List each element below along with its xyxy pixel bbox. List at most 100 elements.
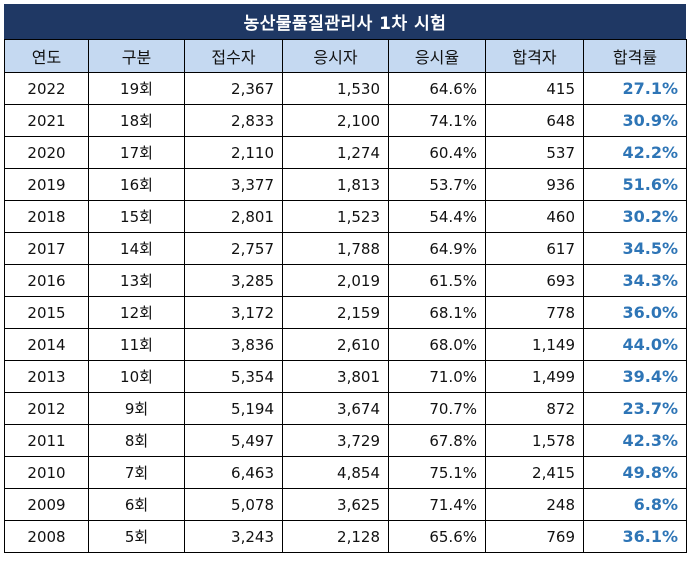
cell-examinees: 1,523 xyxy=(282,200,389,233)
cell-year: 2008 xyxy=(4,520,89,553)
cell-examinees: 1,788 xyxy=(282,232,389,265)
cell-passers: 648 xyxy=(485,104,584,137)
cell-year: 2010 xyxy=(4,456,89,489)
cell-applicants: 3,377 xyxy=(184,168,283,201)
cell-pass-rate: 42.2% xyxy=(583,136,687,169)
cell-passers: 1,149 xyxy=(485,328,584,361)
cell-year: 2012 xyxy=(4,392,89,425)
cell-examinees: 3,674 xyxy=(282,392,389,425)
table-row: 2011 8회 5,497 3,729 67.8% 1,578 42.3% xyxy=(4,424,687,457)
cell-year: 2018 xyxy=(4,200,89,233)
cell-round: 7회 xyxy=(88,456,185,489)
cell-applicants: 2,110 xyxy=(184,136,283,169)
cell-examinees: 1,274 xyxy=(282,136,389,169)
cell-passers: 2,415 xyxy=(485,456,584,489)
column-header-exam-rate: 응시율 xyxy=(388,39,486,73)
cell-passers: 415 xyxy=(485,72,584,105)
cell-exam-rate: 60.4% xyxy=(388,136,486,169)
cell-year: 2019 xyxy=(4,168,89,201)
table-row: 2022 19회 2,367 1,530 64.6% 415 27.1% xyxy=(4,72,687,105)
cell-exam-rate: 54.4% xyxy=(388,200,486,233)
column-header-passers: 합격자 xyxy=(485,39,584,73)
cell-round: 9회 xyxy=(88,392,185,425)
cell-pass-rate: 49.8% xyxy=(583,456,687,489)
table-row: 2016 13회 3,285 2,019 61.5% 693 34.3% xyxy=(4,264,687,297)
cell-examinees: 2,100 xyxy=(282,104,389,137)
cell-exam-rate: 74.1% xyxy=(388,104,486,137)
cell-pass-rate: 44.0% xyxy=(583,328,687,361)
cell-applicants: 2,757 xyxy=(184,232,283,265)
cell-examinees: 1,530 xyxy=(282,72,389,105)
cell-exam-rate: 71.0% xyxy=(388,360,486,393)
table-row: 2021 18회 2,833 2,100 74.1% 648 30.9% xyxy=(4,104,687,137)
cell-examinees: 3,729 xyxy=(282,424,389,457)
column-header-year: 연도 xyxy=(4,39,89,73)
exam-stats-table: 연도 구분 접수자 응시자 응시율 합격자 합격률 2022 19회 2,367 1,… xyxy=(4,39,687,553)
table-row: 2008 5회 3,243 2,128 65.6% 769 36.1% xyxy=(4,520,687,553)
cell-examinees: 4,854 xyxy=(282,456,389,489)
cell-pass-rate: 42.3% xyxy=(583,424,687,457)
cell-round: 16회 xyxy=(88,168,185,201)
table-row: 2020 17회 2,110 1,274 60.4% 537 42.2% xyxy=(4,136,687,169)
cell-round: 6회 xyxy=(88,488,185,521)
cell-passers: 248 xyxy=(485,488,584,521)
cell-passers: 1,578 xyxy=(485,424,584,457)
cell-exam-rate: 64.6% xyxy=(388,72,486,105)
cell-pass-rate: 27.1% xyxy=(583,72,687,105)
cell-round: 18회 xyxy=(88,104,185,137)
cell-examinees: 2,610 xyxy=(282,328,389,361)
column-header-pass-rate: 합격률 xyxy=(583,39,687,73)
cell-exam-rate: 61.5% xyxy=(388,264,486,297)
cell-round: 17회 xyxy=(88,136,185,169)
table-row: 2015 12회 3,172 2,159 68.1% 778 36.0% xyxy=(4,296,687,329)
table-title: 농산물품질관리사 1차 시험 xyxy=(4,4,686,39)
cell-year: 2015 xyxy=(4,296,89,329)
cell-applicants: 5,497 xyxy=(184,424,283,457)
cell-round: 19회 xyxy=(88,72,185,105)
cell-applicants: 6,463 xyxy=(184,456,283,489)
cell-pass-rate: 36.0% xyxy=(583,296,687,329)
cell-pass-rate: 6.8% xyxy=(583,488,687,521)
cell-applicants: 5,354 xyxy=(184,360,283,393)
cell-year: 2022 xyxy=(4,72,89,105)
cell-passers: 778 xyxy=(485,296,584,329)
cell-year: 2013 xyxy=(4,360,89,393)
cell-passers: 1,499 xyxy=(485,360,584,393)
cell-applicants: 2,367 xyxy=(184,72,283,105)
stats-table-container: 농산물품질관리사 1차 시험 연도 구분 접수자 응시자 응시율 합격자 합격률… xyxy=(4,4,687,553)
cell-examinees: 2,019 xyxy=(282,264,389,297)
cell-applicants: 2,801 xyxy=(184,200,283,233)
cell-exam-rate: 71.4% xyxy=(388,488,486,521)
cell-pass-rate: 36.1% xyxy=(583,520,687,553)
cell-pass-rate: 51.6% xyxy=(583,168,687,201)
cell-year: 2009 xyxy=(4,488,89,521)
cell-round: 10회 xyxy=(88,360,185,393)
cell-applicants: 3,285 xyxy=(184,264,283,297)
cell-round: 14회 xyxy=(88,232,185,265)
cell-exam-rate: 64.9% xyxy=(388,232,486,265)
cell-round: 12회 xyxy=(88,296,185,329)
cell-round: 15회 xyxy=(88,200,185,233)
cell-passers: 537 xyxy=(485,136,584,169)
cell-pass-rate: 39.4% xyxy=(583,360,687,393)
cell-applicants: 5,194 xyxy=(184,392,283,425)
cell-round: 5회 xyxy=(88,520,185,553)
cell-year: 2017 xyxy=(4,232,89,265)
table-row: 2009 6회 5,078 3,625 71.4% 248 6.8% xyxy=(4,488,687,521)
cell-year: 2021 xyxy=(4,104,89,137)
cell-passers: 936 xyxy=(485,168,584,201)
table-row: 2014 11회 3,836 2,610 68.0% 1,149 44.0% xyxy=(4,328,687,361)
cell-exam-rate: 70.7% xyxy=(388,392,486,425)
cell-passers: 617 xyxy=(485,232,584,265)
cell-pass-rate: 34.3% xyxy=(583,264,687,297)
cell-exam-rate: 75.1% xyxy=(388,456,486,489)
cell-exam-rate: 67.8% xyxy=(388,424,486,457)
cell-round: 11회 xyxy=(88,328,185,361)
cell-round: 8회 xyxy=(88,424,185,457)
table-row: 2017 14회 2,757 1,788 64.9% 617 34.5% xyxy=(4,232,687,265)
table-row: 2018 15회 2,801 1,523 54.4% 460 30.2% xyxy=(4,200,687,233)
cell-year: 2011 xyxy=(4,424,89,457)
cell-applicants: 5,078 xyxy=(184,488,283,521)
table-row: 2012 9회 5,194 3,674 70.7% 872 23.7% xyxy=(4,392,687,425)
table-body: 2022 19회 2,367 1,530 64.6% 415 27.1% 2021 18회 2,8… xyxy=(4,72,687,553)
